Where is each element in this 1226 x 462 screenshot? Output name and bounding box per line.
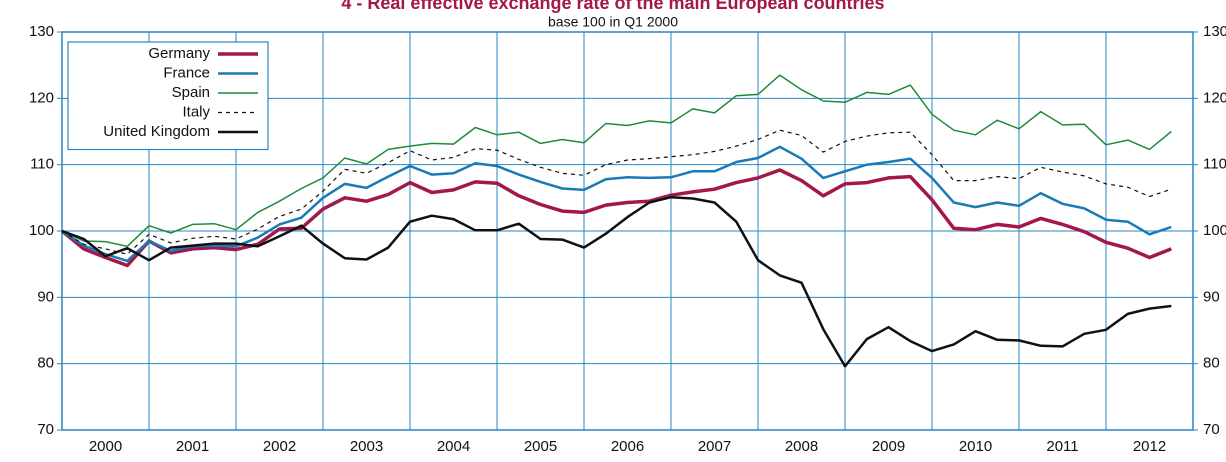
y2-tick-label: 100 [1203,222,1226,239]
series-line [60,168,1172,268]
y-tick-label: 130 [29,23,54,40]
y2-tick-label: 130 [1203,23,1226,40]
y2-tick-label: 70 [1203,421,1220,438]
y-tick-label: 90 [37,288,54,305]
x-tick-label: 2001 [176,438,209,455]
x-tick-label: 2000 [89,438,122,455]
x-tick-label: 2012 [1133,438,1166,455]
chart-title: 4 - Real effective exchange rate of the … [341,0,884,13]
y-tick-label: 70 [37,421,54,438]
x-tick-label: 2003 [350,438,383,455]
series-line [61,145,1172,263]
legend-label: Spain [172,84,210,101]
legend-label: Germany [148,45,210,62]
x-tick-label: 2010 [959,438,992,455]
y-tick-label: 110 [30,156,54,173]
x-tick-label: 2008 [785,438,818,455]
legend-label: France [163,64,210,81]
y-tick-label: 100 [29,222,54,239]
x-tick-label: 2011 [1046,438,1078,455]
x-tick-label: 2009 [872,438,905,455]
y-tick-label: 120 [29,89,54,106]
y2-tick-label: 90 [1203,288,1220,305]
chart-subtitle: base 100 in Q1 2000 [548,14,678,30]
legend-label: United Kingdom [103,123,210,140]
legend-label: Italy [182,103,210,120]
y2-tick-label: 120 [1203,89,1226,106]
series-line [61,74,1172,248]
x-tick-label: 2006 [611,438,644,455]
x-tick-label: 2004 [437,438,470,455]
series-line [61,129,1172,255]
series-line [61,195,1172,368]
x-tick-label: 2005 [524,438,557,455]
y2-tick-label: 80 [1203,355,1220,372]
x-tick-label: 2007 [698,438,731,455]
x-tick-label: 2002 [263,438,296,455]
y2-tick-label: 110 [1203,156,1226,173]
y-tick-label: 80 [37,355,54,372]
